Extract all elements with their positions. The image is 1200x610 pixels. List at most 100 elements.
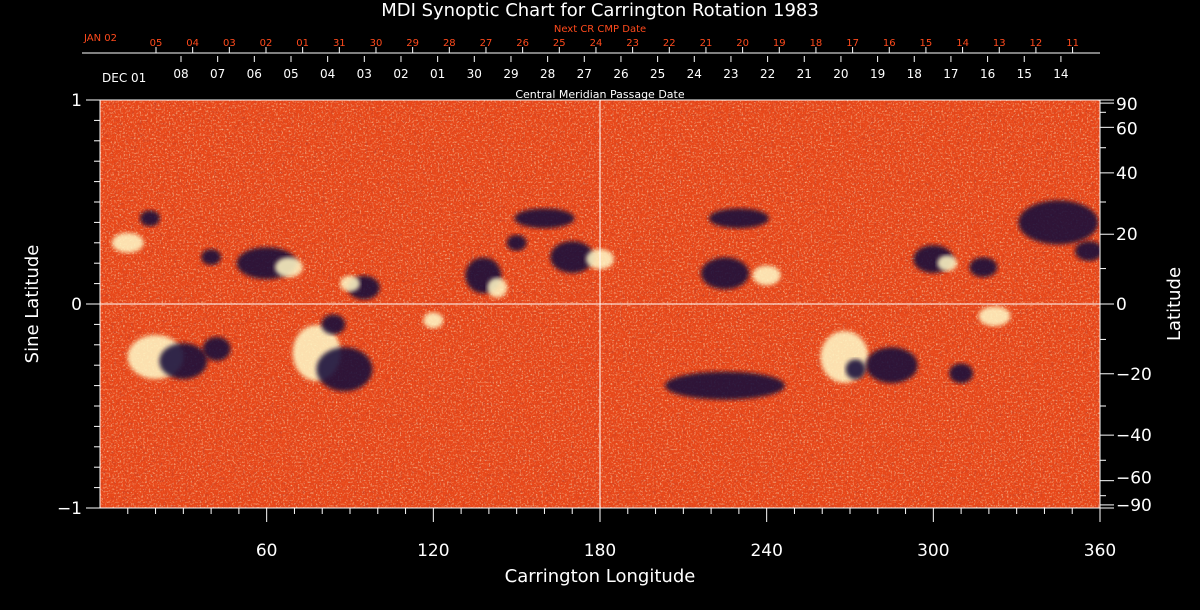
y-right-tick-label: 40 bbox=[1116, 164, 1138, 184]
negative-flux-region bbox=[140, 210, 160, 227]
cmp-date-label: 16 bbox=[980, 67, 995, 81]
next-cr-date-label: 12 bbox=[1030, 38, 1043, 49]
positive-flux-region bbox=[423, 312, 444, 329]
x-tick-label: 240 bbox=[750, 541, 782, 561]
positive-flux-region bbox=[274, 257, 303, 278]
next-cr-date-label: 21 bbox=[700, 38, 713, 49]
cmp-date-label: 25 bbox=[650, 67, 665, 81]
negative-flux-region bbox=[969, 257, 998, 278]
next-cr-date-label: 05 bbox=[150, 38, 163, 49]
y-right-tick-label: −60 bbox=[1116, 469, 1152, 489]
y-right-tick-label: −20 bbox=[1116, 365, 1152, 385]
cmp-axis-title: Central Meridian Passage Date bbox=[515, 88, 684, 101]
x-tick-label: 300 bbox=[917, 541, 949, 561]
cmp-date-label: 03 bbox=[357, 67, 372, 81]
cmp-date-label: 28 bbox=[540, 67, 555, 81]
positive-flux-region bbox=[978, 306, 1011, 327]
next-cr-date-label: 20 bbox=[736, 38, 749, 49]
active-regions bbox=[111, 200, 1100, 400]
cmp-start-label: DEC 01 bbox=[102, 71, 146, 85]
negative-flux-region bbox=[321, 314, 346, 335]
next-cr-start-label: JAN 02 bbox=[83, 33, 117, 44]
cmp-date-label: 27 bbox=[577, 67, 592, 81]
next-cr-date-label: 28 bbox=[443, 38, 456, 49]
cmp-date-label: 24 bbox=[687, 67, 702, 81]
bottom-axis: 60 120 180 240 300 360 bbox=[127, 508, 1116, 561]
y-right-tick-label: 60 bbox=[1116, 119, 1138, 139]
positive-flux-region bbox=[752, 265, 781, 286]
next-cr-date-label: 18 bbox=[810, 38, 823, 49]
cmp-date-label: 01 bbox=[430, 67, 445, 81]
negative-flux-region bbox=[202, 336, 231, 361]
negative-flux-region bbox=[1074, 240, 1100, 261]
y-right-tick-label: 20 bbox=[1116, 225, 1138, 245]
next-cr-date-label: 04 bbox=[186, 38, 199, 49]
negative-flux-region bbox=[865, 347, 918, 384]
y-right-tick-label: 0 bbox=[1116, 295, 1127, 315]
left-axis: 1 0 −1 bbox=[57, 91, 100, 519]
y-axis-label-right: Latitude bbox=[1164, 267, 1185, 341]
x-tick-label: 120 bbox=[417, 541, 449, 561]
cmp-date-label: 17 bbox=[943, 67, 958, 81]
cmp-date-label: 14 bbox=[1053, 67, 1068, 81]
next-cr-date-label: 24 bbox=[590, 38, 603, 49]
cmp-date-label: 30 bbox=[467, 67, 482, 81]
y-left-tick-label: 1 bbox=[71, 91, 82, 111]
next-cr-date-label: 17 bbox=[846, 38, 859, 49]
cmp-date-label: 02 bbox=[393, 67, 408, 81]
next-cr-date-label: 26 bbox=[516, 38, 529, 49]
cmp-date-label: 06 bbox=[247, 67, 262, 81]
cmp-date-label: 15 bbox=[1017, 67, 1032, 81]
negative-flux-region bbox=[665, 371, 785, 400]
negative-flux-region bbox=[514, 208, 575, 229]
negative-flux-region bbox=[708, 208, 769, 229]
y-left-tick-label: 0 bbox=[71, 295, 82, 315]
negative-flux-region bbox=[701, 257, 749, 290]
cmp-date-label: 07 bbox=[210, 67, 225, 81]
cmp-date-label: 18 bbox=[907, 67, 922, 81]
next-cr-date-label: 27 bbox=[480, 38, 493, 49]
cmp-date-ticks: 08 07 06 05 04 03 02 01 30 29 28 27 26 25 24 23 22 21 20 19… bbox=[173, 56, 1069, 81]
positive-flux-region bbox=[111, 232, 144, 253]
negative-flux-region bbox=[550, 241, 595, 274]
next-cr-axis-title: Next CR CMP Date bbox=[554, 24, 646, 35]
cmp-date-label: 19 bbox=[870, 67, 885, 81]
next-cr-date-label: 23 bbox=[626, 38, 639, 49]
next-cr-date-label: 25 bbox=[553, 38, 566, 49]
next-cr-date-label: 01 bbox=[296, 38, 309, 49]
x-axis-label: Carrington Longitude bbox=[505, 566, 696, 587]
next-cr-date-label: 03 bbox=[223, 38, 236, 49]
next-cr-date-label: 29 bbox=[406, 38, 419, 49]
cmp-date-label: 08 bbox=[173, 67, 188, 81]
cmp-date-label: 22 bbox=[760, 67, 775, 81]
next-cr-date-label: 14 bbox=[956, 38, 969, 49]
y-left-tick-label: −1 bbox=[57, 499, 82, 519]
next-cr-date-ticks: 05 04 03 02 01 31 30 29 28 27 26 25 24 23 22 21 20 19 18 17… bbox=[150, 38, 1079, 53]
negative-flux-region bbox=[1018, 200, 1099, 245]
y-right-tick-label: −90 bbox=[1116, 496, 1152, 516]
next-cr-date-label: 02 bbox=[260, 38, 273, 49]
negative-flux-region bbox=[201, 249, 222, 266]
x-tick-label: 180 bbox=[584, 541, 616, 561]
positive-flux-region bbox=[937, 255, 958, 272]
right-axis: 90 60 40 20 0 −20 −40 −60 −90 bbox=[1100, 95, 1152, 516]
negative-flux-region bbox=[159, 343, 208, 380]
negative-flux-region bbox=[949, 363, 974, 384]
y-right-tick-label: 90 bbox=[1116, 95, 1138, 115]
x-tick-label: 60 bbox=[256, 541, 278, 561]
cmp-date-label: 05 bbox=[283, 67, 298, 81]
next-cr-date-label: 11 bbox=[1066, 38, 1079, 49]
next-cr-date-label: 15 bbox=[920, 38, 933, 49]
cmp-date-label: 21 bbox=[797, 67, 812, 81]
negative-flux-region bbox=[506, 234, 527, 251]
chart-title: MDI Synoptic Chart for Carrington Rotati… bbox=[381, 0, 819, 21]
next-cr-date-label: 19 bbox=[773, 38, 786, 49]
next-cr-date-label: 13 bbox=[993, 38, 1006, 49]
next-cr-date-label: 31 bbox=[333, 38, 346, 49]
y-axis-label-left: Sine Latitude bbox=[22, 245, 43, 364]
cmp-date-label: 04 bbox=[320, 67, 335, 81]
cmp-date-label: 20 bbox=[833, 67, 848, 81]
next-cr-date-label: 30 bbox=[370, 38, 383, 49]
y-right-tick-label: −40 bbox=[1116, 426, 1152, 446]
